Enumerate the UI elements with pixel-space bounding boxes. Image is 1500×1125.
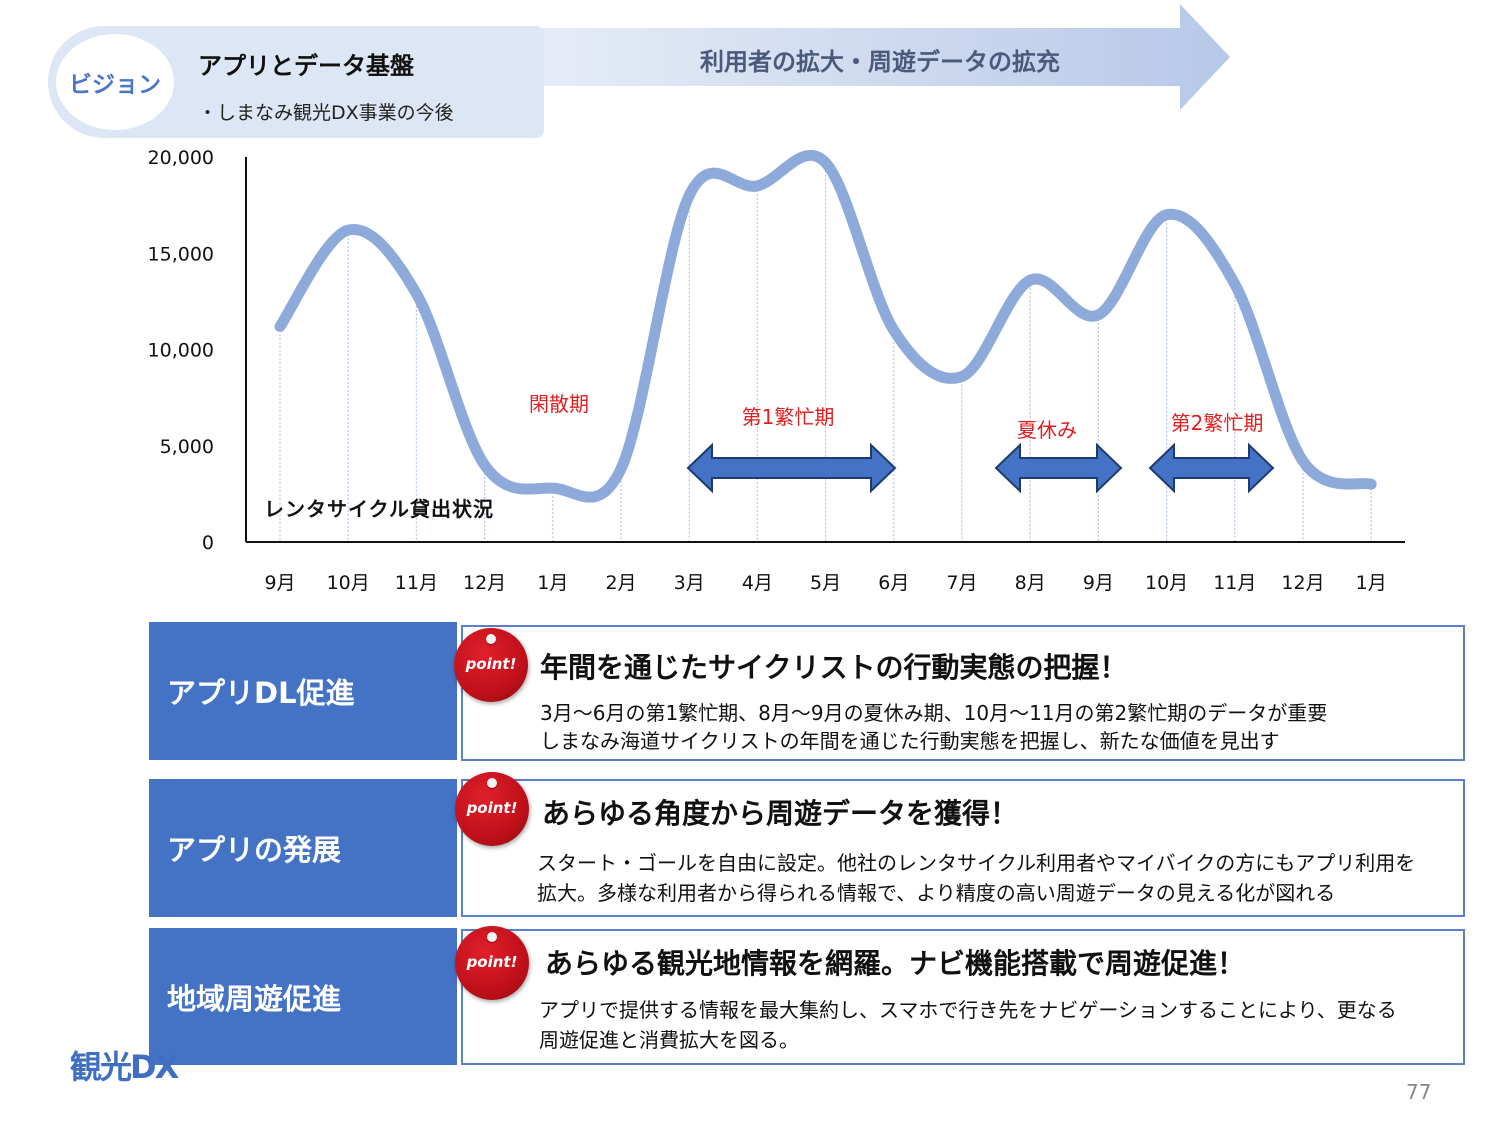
- pin-head-icon: [486, 634, 496, 644]
- point-badge-icon: point!: [454, 628, 528, 702]
- header-arrow: [540, 4, 1230, 110]
- x-tick-label: 3月: [674, 572, 705, 594]
- row-left-app-growth: アプリの発展: [149, 779, 457, 917]
- x-tick-label: 11月: [395, 572, 438, 594]
- header-arrow-text: 利用者の拡大・周遊データの拡充: [700, 48, 1060, 76]
- x-tick-label: 6月: [878, 572, 909, 594]
- page-title: アプリとデータ基盤: [198, 52, 414, 80]
- point-badge-icon: point!: [455, 772, 529, 846]
- period-label: 第1繁忙期: [742, 405, 835, 429]
- x-tick-label: 10月: [327, 572, 370, 594]
- period-label: 夏休み: [1017, 418, 1077, 442]
- x-tick-label: 5月: [810, 572, 841, 594]
- period-double-arrow: [994, 442, 1123, 494]
- x-tick-label: 7月: [946, 572, 977, 594]
- page-number: 77: [1406, 1080, 1432, 1104]
- x-tick-label: 11月: [1213, 572, 1256, 594]
- point-badge-icon: point!: [455, 926, 529, 1000]
- series-caption: レンタサイクル貸出状況: [264, 497, 494, 521]
- row-left-regional: 地域周遊促進: [149, 928, 457, 1065]
- row-line: しまなみ海道サイクリストの年間を通じた行動実態を把握し、新たな価値を見出す: [540, 729, 1280, 753]
- kanko-dx-logo: 観光DX: [70, 1042, 179, 1088]
- row-box-1: [461, 625, 1465, 761]
- vision-badge: ビジョン: [56, 34, 174, 130]
- period-double-arrow: [686, 442, 897, 494]
- x-tick-label: 9月: [264, 572, 295, 594]
- pin-head-icon: [487, 778, 497, 788]
- y-tick-label: 5,000: [160, 436, 214, 458]
- y-axis-labels: 0 5,000 10,000 15,000 20,000: [148, 147, 214, 554]
- row-heading: あらゆる角度から周遊データを獲得！: [542, 797, 1019, 830]
- x-axis-labels: 9月 10月 11月 12月 1月 2月 3月 4月 5月 6月 7月 8月 9月 10月 11月 12月 1月: [264, 572, 1386, 594]
- x-tick-label: 1月: [537, 572, 568, 594]
- x-tick-label: 2月: [605, 572, 636, 594]
- period-label: 閑散期: [529, 392, 589, 416]
- row-box-2: [461, 779, 1465, 917]
- row-line: アプリで提供する情報を最大集約し、スマホで行き先をナビゲーションすることにより、…: [539, 998, 1397, 1022]
- x-tick-label: 8月: [1015, 572, 1046, 594]
- period-double-arrow: [1148, 442, 1275, 494]
- vision-badge-label: ビジョン: [69, 72, 161, 98]
- row-line: 3月～6月の第1繁忙期、8月～9月の夏休み期、10月～11月の第2繁忙期のデータ…: [540, 701, 1328, 725]
- row-left-label: 地域周遊促進: [167, 981, 342, 1016]
- point-badge-label: point!: [466, 953, 518, 971]
- x-tick-label: 12月: [463, 572, 506, 594]
- logo-text: 観光DX: [70, 1048, 179, 1086]
- row-left-app-dl: アプリDL促進: [149, 622, 457, 760]
- row-line: スタート・ゴールを自由に設定。他社のレンタサイクル利用者やマイバイクの方にもアプ…: [537, 851, 1416, 875]
- row-heading: 年間を通じたサイクリストの行動実態の把握！: [540, 651, 1128, 684]
- y-tick-label: 0: [202, 532, 214, 554]
- row-heading: あらゆる観光地情報を網羅。ナビ機能搭載で周遊促進！: [545, 947, 1246, 980]
- y-tick-label: 20,000: [148, 147, 214, 169]
- pin-head-icon: [487, 932, 497, 942]
- y-tick-label: 10,000: [148, 340, 214, 362]
- rental-cycle-chart: 0 5,000 10,000 15,000 20,000 9月 10月 11月 12月 1月 2月…: [148, 147, 1405, 594]
- x-tick-label: 9月: [1083, 572, 1114, 594]
- x-tick-label: 1月: [1356, 572, 1387, 594]
- x-tick-label: 12月: [1281, 572, 1324, 594]
- row-left-label: アプリの発展: [167, 833, 342, 867]
- row-line: 拡大。多様な利用者から得られる情報で、より精度の高い周遊データの見える化が図れる: [537, 881, 1336, 905]
- page-subtitle: ・しまなみ観光DX事業の今後: [198, 102, 454, 124]
- y-tick-label: 15,000: [148, 243, 214, 265]
- period-label: 第2繁忙期: [1171, 411, 1264, 435]
- row-left-label: アプリDL促進: [167, 676, 355, 710]
- row-line: 周遊促進と消費拡大を図る。: [539, 1028, 799, 1052]
- row-box-3: [461, 929, 1465, 1065]
- point-badge-label: point!: [466, 799, 518, 817]
- series-line: [274, 150, 1377, 503]
- point-badge-label: point!: [465, 655, 517, 673]
- x-tick-label: 4月: [742, 572, 773, 594]
- x-tick-label: 10月: [1145, 572, 1188, 594]
